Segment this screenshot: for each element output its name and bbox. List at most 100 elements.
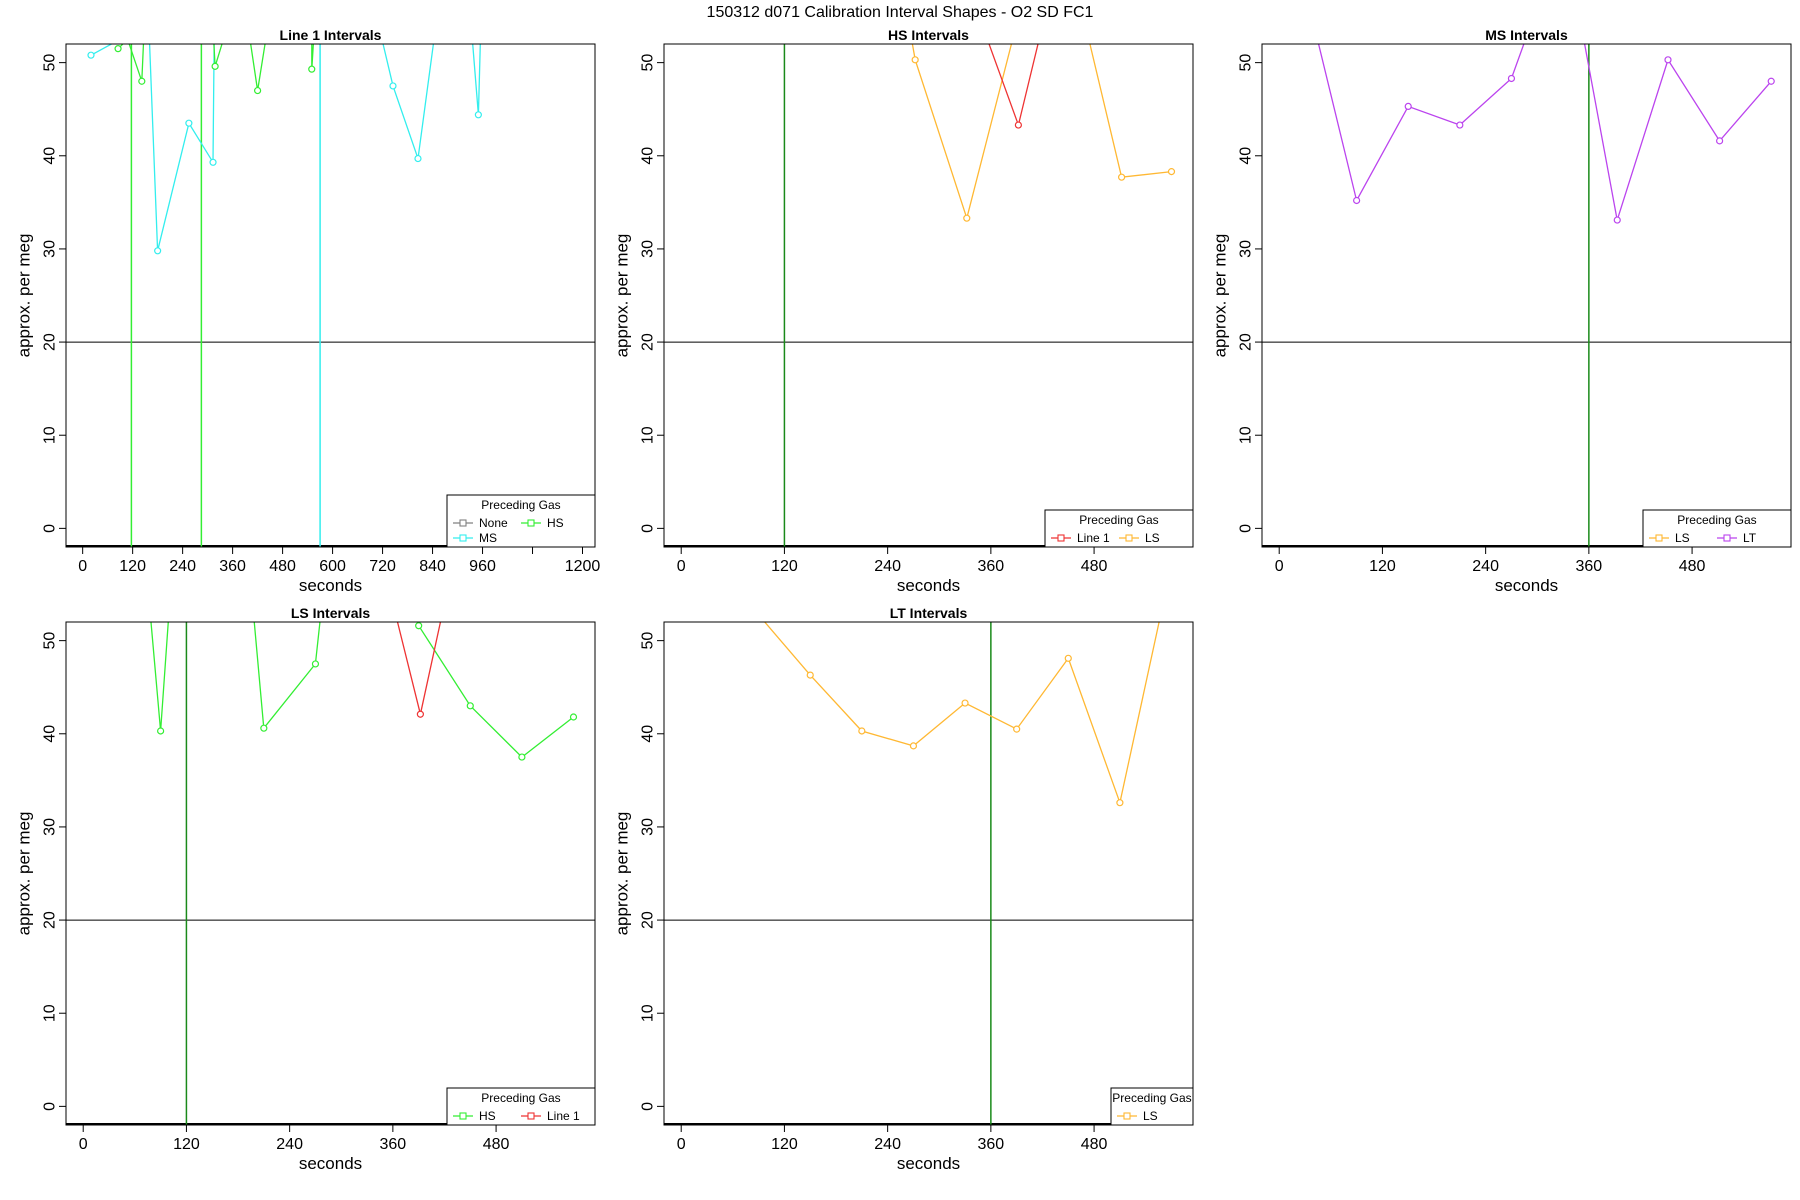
figure-title: 150312 d071 Calibration Interval Shapes … bbox=[707, 4, 1094, 21]
y-axis-label: approx. per meg bbox=[1211, 234, 1230, 358]
y-tick-label: 30 bbox=[640, 240, 657, 258]
plot-area bbox=[66, 622, 595, 1125]
y-tick-label: 0 bbox=[42, 524, 59, 533]
data-point bbox=[260, 724, 268, 732]
legend-entry-hs: HS bbox=[479, 1109, 496, 1123]
x-tick-label: 960 bbox=[469, 558, 496, 575]
y-tick-label: 0 bbox=[1238, 524, 1255, 533]
legend-entry-lt: LT bbox=[1743, 531, 1757, 545]
data-point bbox=[414, 154, 422, 163]
legend-key-marker bbox=[1655, 534, 1663, 542]
legend-key-marker bbox=[527, 1112, 535, 1120]
data-point bbox=[909, 742, 918, 750]
x-tick-label: 120 bbox=[771, 1136, 798, 1153]
y-tick-label: 50 bbox=[42, 54, 59, 72]
y-tick-label: 40 bbox=[1238, 147, 1255, 165]
legend-title: Preceding Gas bbox=[1112, 1091, 1191, 1105]
panel-ls-intervals: LS Intervals 0 120 240 360 480 seconds 0 10 20 30 4… bbox=[15, 605, 596, 1173]
data-point bbox=[1664, 56, 1672, 64]
data-point bbox=[963, 214, 971, 222]
x-axis-label: seconds bbox=[897, 576, 960, 595]
plot-area bbox=[664, 44, 1193, 547]
series-line-lt bbox=[1317, 44, 1772, 221]
data-point bbox=[416, 710, 424, 718]
data-point bbox=[961, 699, 969, 707]
y-tick-label: 50 bbox=[1238, 54, 1255, 72]
legend: Preceding Gas LS bbox=[1110, 1087, 1194, 1126]
y-axis-label: approx. per meg bbox=[15, 234, 34, 358]
data-point bbox=[1456, 121, 1464, 129]
legend-box bbox=[1044, 509, 1194, 548]
y-tick-label: 30 bbox=[1238, 240, 1255, 258]
legend-key-marker bbox=[1123, 1112, 1131, 1120]
data-point bbox=[911, 56, 919, 64]
y-tick-label: 10 bbox=[1238, 426, 1255, 444]
legend-box bbox=[446, 1087, 596, 1126]
data-point bbox=[1064, 654, 1072, 662]
x-tick-label: 240 bbox=[1472, 558, 1499, 575]
x-tick-label: 1200 bbox=[565, 558, 601, 575]
legend-key-marker bbox=[459, 1112, 467, 1120]
data-point bbox=[1353, 196, 1361, 205]
x-tick-label: 120 bbox=[173, 1136, 200, 1153]
data-point bbox=[1767, 77, 1775, 85]
legend-title: Preceding Gas bbox=[481, 1091, 560, 1105]
series-line-line-1 bbox=[988, 44, 1039, 128]
series-line-ms bbox=[90, 44, 481, 251]
legend-entry-hs: HS bbox=[547, 516, 564, 530]
y-tick-label: 50 bbox=[640, 54, 657, 72]
panel-hs-intervals: HS Intervals 0 120 240 360 480 seconds 0 10 20 30 4… bbox=[613, 27, 1194, 595]
data-point bbox=[308, 65, 316, 73]
panel-ms-intervals: MS Intervals 0 120 240 360 480 seconds 0 10 20 30 4… bbox=[1211, 27, 1792, 595]
y-tick-label: 0 bbox=[640, 1102, 657, 1111]
data-point bbox=[157, 727, 165, 735]
y-tick-label: 0 bbox=[640, 524, 657, 533]
y-tick-label: 10 bbox=[640, 1004, 657, 1022]
data-point bbox=[1716, 137, 1724, 145]
data-point bbox=[466, 702, 474, 710]
series-line-hs bbox=[117, 44, 314, 91]
x-tick-label: 480 bbox=[269, 558, 296, 575]
series-line-hs bbox=[418, 625, 574, 758]
legend-key-marker bbox=[1723, 534, 1731, 542]
x-axis-label: seconds bbox=[1495, 576, 1558, 595]
x-tick-label: 360 bbox=[1576, 558, 1603, 575]
x-tick-label: 480 bbox=[1679, 558, 1706, 575]
y-tick-label: 10 bbox=[42, 426, 59, 444]
data-point bbox=[254, 86, 262, 95]
y-tick-label: 10 bbox=[42, 1004, 59, 1022]
legend-entry-line-1: Line 1 bbox=[547, 1109, 580, 1123]
data-point bbox=[518, 753, 526, 761]
legend-title: Preceding Gas bbox=[1079, 513, 1158, 527]
x-tick-label: 840 bbox=[419, 558, 446, 575]
panel-title: MS Intervals bbox=[1485, 27, 1568, 43]
legend-key-marker bbox=[459, 534, 467, 542]
plot-area bbox=[66, 44, 595, 547]
x-tick-label: 0 bbox=[79, 1136, 88, 1153]
data-point bbox=[1613, 216, 1621, 224]
x-tick-label: 240 bbox=[874, 558, 901, 575]
data-point bbox=[858, 727, 866, 735]
x-axis-label: seconds bbox=[897, 1154, 960, 1173]
legend-entry-ls: LS bbox=[1675, 531, 1690, 545]
x-tick-label: 0 bbox=[1275, 558, 1284, 575]
x-tick-label: 480 bbox=[1081, 558, 1108, 575]
x-tick-label: 480 bbox=[483, 1136, 510, 1153]
x-tick-label: 600 bbox=[319, 558, 346, 575]
x-tick-label: 0 bbox=[677, 1136, 686, 1153]
panel-title: LS Intervals bbox=[291, 605, 371, 621]
y-tick-label: 20 bbox=[640, 333, 657, 351]
y-tick-label: 30 bbox=[42, 240, 59, 258]
x-tick-label: 360 bbox=[219, 558, 246, 575]
data-point bbox=[114, 45, 122, 53]
legend-key-marker bbox=[1057, 534, 1065, 542]
legend-key-marker bbox=[459, 519, 467, 527]
y-tick-label: 10 bbox=[640, 426, 657, 444]
x-tick-label: 240 bbox=[169, 558, 196, 575]
y-tick-label: 30 bbox=[42, 818, 59, 836]
y-axis-label: approx. per meg bbox=[613, 812, 632, 936]
series-line-line-1 bbox=[396, 622, 442, 715]
panel-title: HS Intervals bbox=[888, 27, 969, 43]
y-axis-label: approx. per meg bbox=[613, 234, 632, 358]
panel-lt-intervals: LT Intervals 0 120 240 360 480 seconds 0 10 20 30 4… bbox=[613, 605, 1194, 1173]
